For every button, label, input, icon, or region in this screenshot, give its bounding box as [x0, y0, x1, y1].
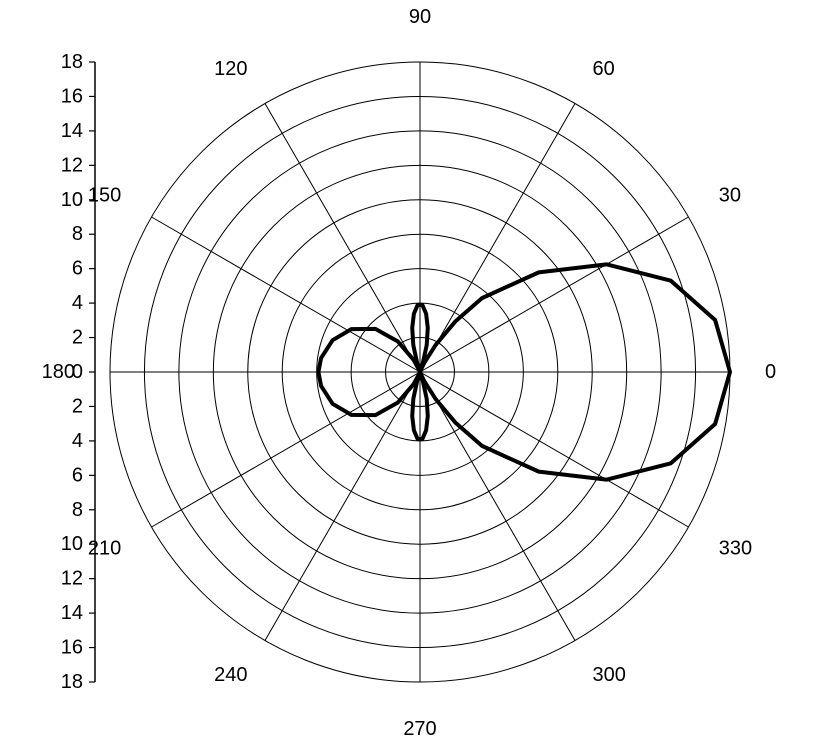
left-axis-tick-label: 12	[61, 568, 83, 590]
left-axis-tick-label: 4	[72, 430, 83, 452]
left-axis-tick-label: 16	[61, 637, 83, 659]
left-axis-tick-label: 4	[72, 292, 83, 314]
left-axis-tick-label: 6	[72, 464, 83, 486]
angular-tick-label: 330	[719, 538, 752, 560]
polar-chart-container: 0306090120150180210240270300330181614121…	[0, 0, 819, 745]
left-axis-tick-label: 14	[61, 120, 83, 142]
left-axis-tick-label: 18	[61, 671, 83, 693]
left-axis-tick-label: 10	[61, 189, 83, 211]
angular-tick-label: 30	[719, 185, 741, 207]
angular-tick-label: 0	[765, 361, 776, 383]
angular-tick-label: 210	[88, 538, 121, 560]
angular-tick-label: 300	[593, 664, 626, 686]
left-axis-tick-label: 12	[61, 154, 83, 176]
left-axis-tick-label: 16	[61, 85, 83, 107]
polar-chart: 0306090120150180210240270300330181614121…	[0, 0, 819, 745]
angular-tick-label: 90	[409, 6, 431, 28]
angular-tick-label: 120	[214, 58, 247, 80]
angular-tick-label: 240	[214, 664, 247, 686]
left-axis-tick-label: 2	[72, 395, 83, 417]
angular-tick-label: 270	[403, 718, 436, 740]
left-axis-tick-label: 14	[61, 602, 83, 624]
left-axis-tick-label: 6	[72, 258, 83, 280]
angular-tick-label: 60	[593, 58, 615, 80]
angular-tick-label: 180	[42, 361, 75, 383]
left-axis-tick-label: 10	[61, 533, 83, 555]
left-axis-tick-label: 2	[72, 327, 83, 349]
angular-tick-label: 150	[88, 185, 121, 207]
left-axis-tick-label: 18	[61, 51, 83, 73]
left-axis-tick-label: 0	[72, 361, 83, 383]
left-axis-tick-label: 8	[72, 499, 83, 521]
left-axis-tick-label: 8	[72, 223, 83, 245]
